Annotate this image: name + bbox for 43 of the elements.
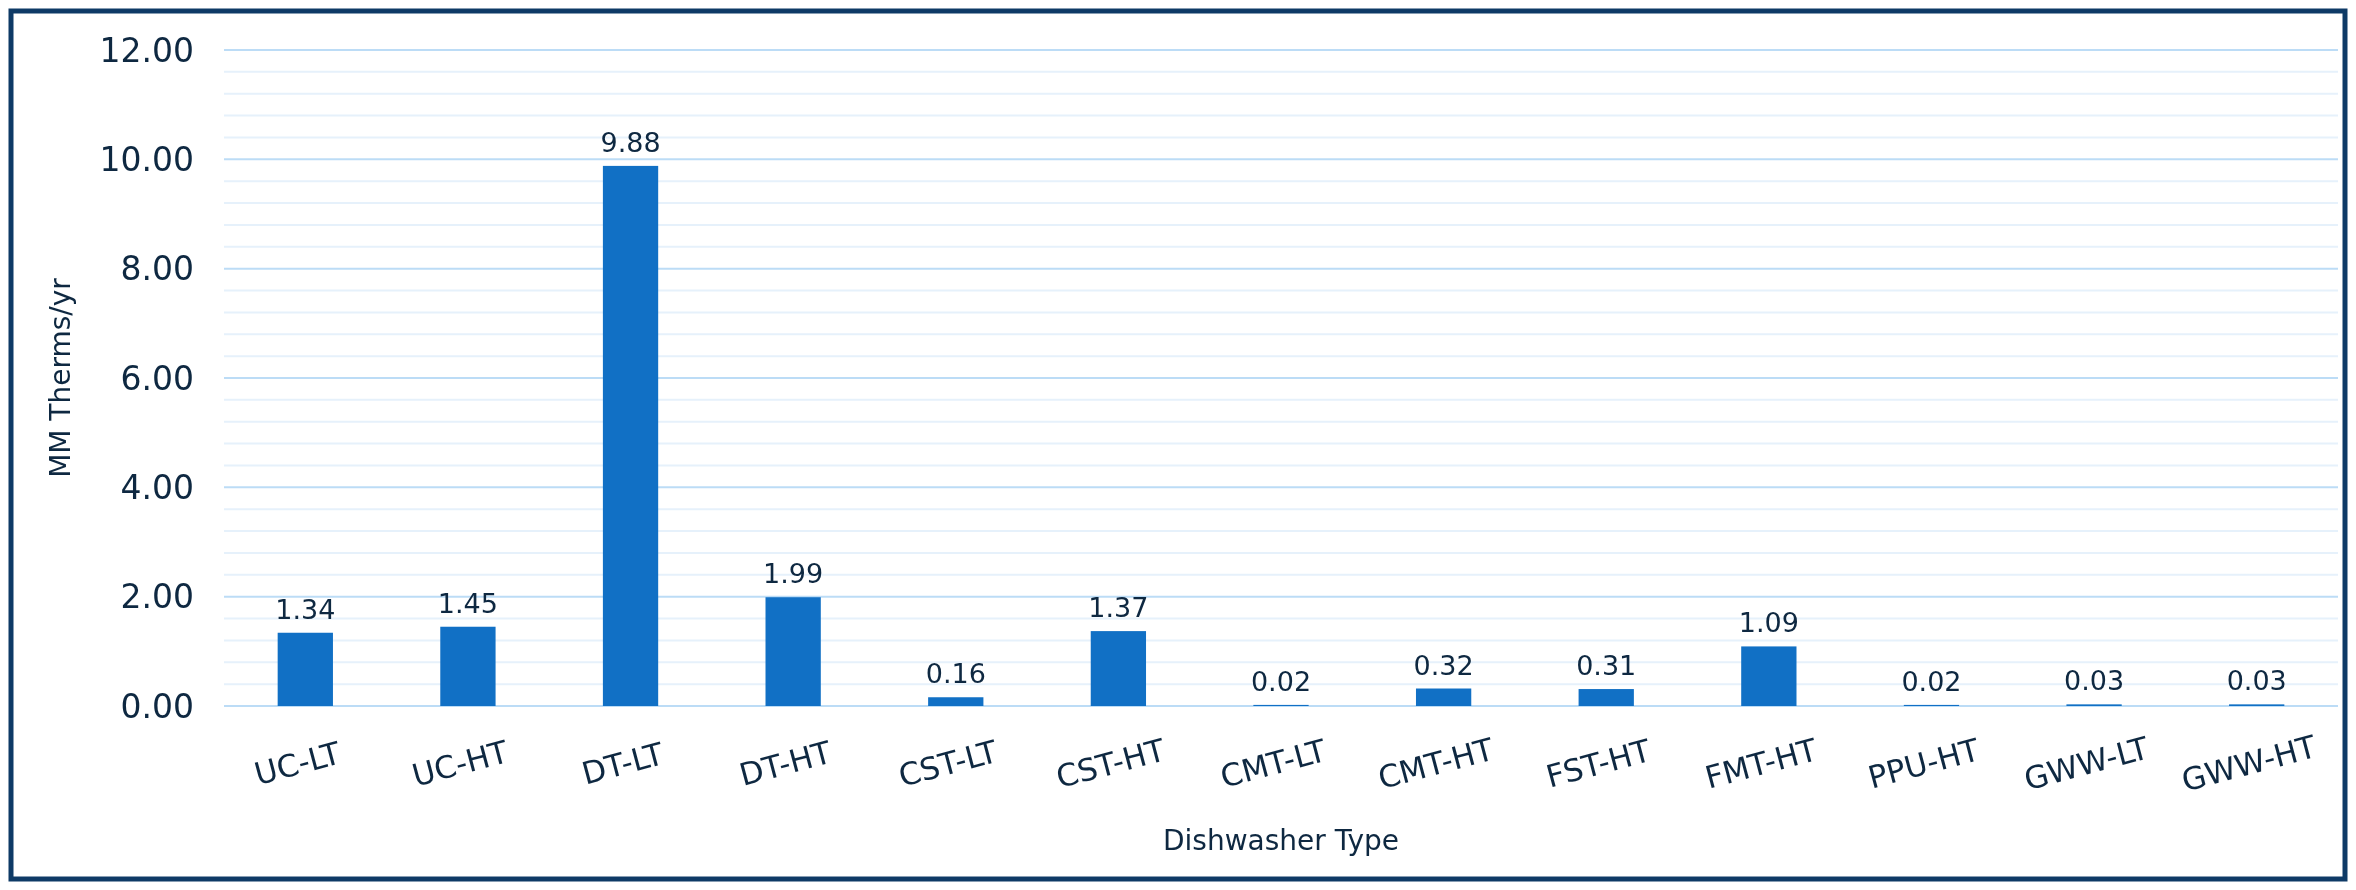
bar (1415, 688, 1472, 706)
bar (765, 597, 821, 706)
x-axis-title: Dishwasher Type (1162, 824, 1400, 857)
data-label: 1.37 (1088, 592, 1149, 624)
x-tick-label: UC-LT (250, 734, 346, 793)
bar (1578, 689, 1634, 706)
data-label: 1.99 (763, 558, 824, 590)
y-tick-label: 6.00 (120, 358, 194, 398)
x-tick-label: DT-LT (577, 734, 669, 792)
data-label: 1.09 (1738, 607, 1799, 639)
data-label: 0.03 (2064, 665, 2125, 697)
bar (928, 697, 984, 706)
y-tick-label: 12.00 (99, 30, 194, 70)
y-axis-title: MM Therms/yr (44, 277, 77, 478)
data-label: 1.34 (275, 593, 336, 625)
data-label: 0.02 (1901, 665, 1962, 697)
x-tick-label: CMT-LT (1216, 731, 1331, 795)
data-label: 0.31 (1576, 650, 1637, 682)
data-label: 9.88 (600, 126, 661, 158)
y-tick-label: 4.00 (120, 467, 194, 507)
x-tick-label: CMT-HT (1374, 730, 1499, 797)
data-label: 0.03 (2226, 665, 2287, 697)
x-tick-label: FST-HT (1542, 731, 1656, 795)
bar (602, 165, 659, 706)
bar (1090, 631, 1147, 706)
y-tick-label: 0.00 (120, 686, 194, 726)
y-tick-label: 10.00 (99, 139, 194, 179)
x-tick-label: CST-LT (894, 732, 1003, 794)
data-label: 0.16 (925, 658, 986, 690)
bar (1741, 646, 1797, 706)
x-tick-label: PPU-HT (1864, 731, 1985, 796)
data-label: 0.32 (1413, 649, 1474, 681)
bar (277, 632, 333, 706)
y-tick-label: 2.00 (120, 577, 194, 617)
bar (440, 626, 496, 706)
x-tick-label: GWW-LT (2020, 729, 2154, 798)
x-tick-label: DT-HT (735, 733, 837, 793)
x-tick-label: FMT-HT (1701, 730, 1822, 796)
x-tick-label: CST-HT (1052, 731, 1170, 796)
y-tick-label: 8.00 (120, 249, 194, 289)
data-label: 0.02 (1250, 665, 1312, 697)
data-label: 1.45 (437, 587, 498, 619)
x-tick-label: UC-HT (408, 733, 513, 794)
